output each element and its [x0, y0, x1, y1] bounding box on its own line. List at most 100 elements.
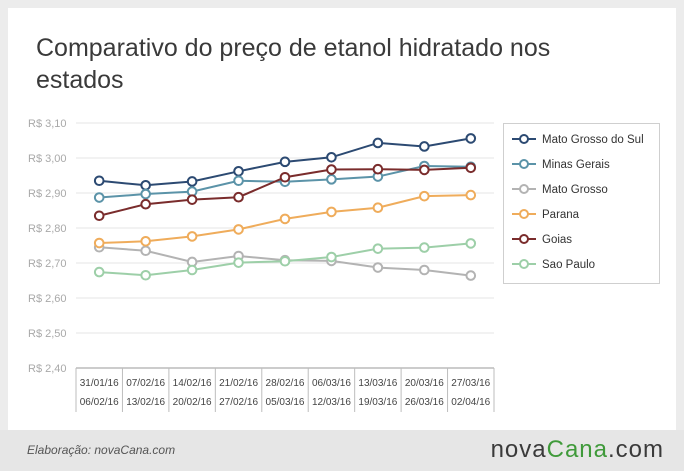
data-point[interactable] — [93, 266, 105, 278]
legend-label: Goias — [542, 234, 572, 246]
legend-item[interactable]: Sao Paulo — [512, 259, 595, 271]
legend-marker — [519, 159, 529, 169]
legend-label: Minas Gerais — [542, 159, 610, 171]
legend-label: Sao Paulo — [542, 259, 595, 271]
footer-bar: Elaboração: novaCana.com novaCana.com — [0, 430, 684, 471]
data-point[interactable] — [372, 262, 384, 273]
data-point[interactable] — [372, 243, 384, 254]
data-point[interactable] — [326, 251, 337, 263]
data-point[interactable] — [326, 152, 337, 163]
data-point[interactable] — [233, 224, 244, 235]
data-point[interactable] — [279, 213, 291, 225]
data-point[interactable] — [233, 175, 244, 187]
data-point[interactable] — [326, 206, 337, 218]
data-point[interactable] — [140, 245, 151, 257]
x-tick-label-end: 26/03/16 — [405, 397, 444, 408]
y-tick-label: R$ 2,40 — [28, 363, 67, 375]
data-point[interactable] — [93, 210, 105, 222]
data-point[interactable] — [465, 189, 477, 201]
legend: Mato Grosso do Sul Minas Gerais Mato Gross… — [503, 123, 660, 284]
line-chart: R$ 2,40 R$ 2,50 R$ 2,60 R$ 2,70 R$ 2,80 R$ 2,… — [28, 118, 660, 412]
legend-marker — [519, 209, 529, 219]
series-sao-paulo — [93, 238, 477, 281]
novacana-logo[interactable]: novaCana.com — [491, 436, 664, 464]
data-point[interactable] — [93, 192, 105, 203]
data-point[interactable] — [279, 255, 291, 267]
y-tick-label: R$ 2,50 — [28, 328, 67, 340]
logo-accent: Cana — [546, 436, 608, 463]
data-point[interactable] — [233, 191, 244, 203]
data-point[interactable] — [279, 156, 291, 168]
legend-marker — [519, 259, 529, 269]
x-tick-label-end: 05/03/16 — [266, 397, 305, 408]
data-point[interactable] — [140, 269, 151, 281]
y-tick-label: R$ 3,10 — [28, 118, 67, 130]
data-point[interactable] — [419, 190, 430, 202]
series-goias — [93, 162, 477, 222]
legend-marker — [519, 184, 529, 194]
data-point[interactable] — [372, 202, 384, 213]
legend-item[interactable]: Minas Gerais — [512, 159, 610, 171]
x-tick-label-end: 27/02/16 — [219, 397, 258, 408]
y-tick-label: R$ 2,90 — [28, 188, 67, 200]
data-point[interactable] — [186, 176, 198, 187]
data-point[interactable] — [279, 171, 291, 183]
x-tick-label-end: 19/03/16 — [358, 397, 397, 408]
legend-label: Parana — [542, 209, 580, 221]
x-axis: 31/01/16 06/02/16 07/02/16 13/02/16 14/02/16… — [75, 367, 495, 412]
legend-marker — [519, 234, 529, 244]
data-point[interactable] — [93, 175, 105, 187]
data-point[interactable] — [465, 238, 477, 249]
legend-marker — [519, 134, 529, 144]
legend-item[interactable]: Goias — [512, 234, 572, 246]
legend-item[interactable]: Mato Grosso do Sul — [512, 134, 644, 146]
x-tick-label-start: 27/03/16 — [451, 378, 490, 389]
data-point[interactable] — [465, 162, 477, 174]
x-tick-label-end: 20/02/16 — [173, 397, 212, 408]
data-point[interactable] — [372, 137, 384, 149]
x-tick-label-start: 14/02/16 — [173, 378, 212, 389]
data-point[interactable] — [186, 231, 198, 242]
y-tick-label: R$ 2,80 — [28, 223, 67, 235]
series-lines — [93, 133, 477, 281]
x-tick-label-start: 13/03/16 — [358, 378, 397, 389]
data-point[interactable] — [140, 236, 151, 247]
data-point[interactable] — [186, 264, 198, 276]
x-tick-label-start: 06/03/16 — [312, 378, 351, 389]
x-tick-label-start: 28/02/16 — [266, 378, 305, 389]
legend-label: Mato Grosso do Sul — [542, 134, 644, 146]
data-point[interactable] — [419, 164, 430, 176]
data-point[interactable] — [465, 133, 477, 144]
x-tick-label-start: 31/01/16 — [80, 378, 119, 389]
x-tick-label-end: 06/02/16 — [80, 397, 119, 408]
data-point[interactable] — [140, 180, 151, 191]
y-tick-label: R$ 3,00 — [28, 153, 67, 165]
logo-suffix: .com — [607, 436, 664, 463]
data-point[interactable] — [233, 166, 244, 177]
data-point[interactable] — [326, 164, 337, 175]
data-point[interactable] — [140, 198, 151, 210]
legend-item[interactable]: Parana — [512, 209, 580, 221]
x-tick-label-end: 13/02/16 — [126, 397, 165, 408]
x-tick-label-start: 20/03/16 — [405, 378, 444, 389]
data-point[interactable] — [372, 163, 384, 175]
x-tick-label-start: 21/02/16 — [219, 378, 258, 389]
logo-main: nova — [490, 436, 547, 463]
data-point[interactable] — [93, 237, 105, 249]
data-point[interactable] — [140, 188, 151, 200]
data-point[interactable] — [326, 174, 337, 185]
x-tick-label-start: 07/02/16 — [126, 378, 165, 389]
data-point[interactable] — [233, 257, 244, 268]
series-mato-grosso-do-sul — [93, 133, 477, 191]
data-point[interactable] — [186, 194, 198, 205]
data-point[interactable] — [419, 141, 430, 152]
y-tick-label: R$ 2,60 — [28, 293, 67, 305]
y-tick-label: R$ 2,70 — [28, 258, 67, 270]
data-point[interactable] — [465, 270, 477, 281]
data-point[interactable] — [419, 242, 430, 253]
credit-text: Elaboração: novaCana.com — [27, 443, 176, 457]
legend-box — [503, 123, 660, 284]
data-point[interactable] — [419, 264, 430, 276]
chart-title: Comparativo do preço de etanol hidratado… — [36, 34, 551, 94]
legend-item[interactable]: Mato Grosso — [512, 184, 608, 196]
